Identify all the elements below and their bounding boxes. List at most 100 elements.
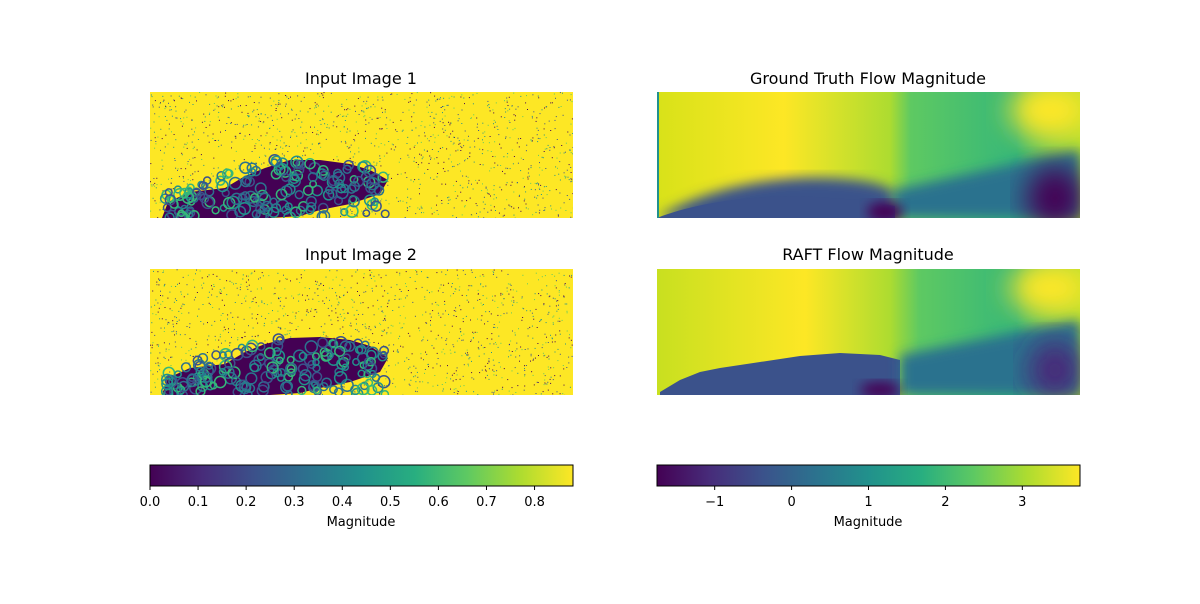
particle-ring [263, 206, 273, 217]
noise-speck [152, 342, 154, 344]
noise-speck [493, 112, 495, 114]
noise-speck [418, 178, 420, 180]
noise-speck [570, 181, 572, 183]
noise-speck [321, 93, 323, 95]
noise-speck [477, 123, 478, 125]
noise-speck [572, 133, 573, 134]
noise-speck [364, 323, 366, 325]
noise-speck [532, 374, 534, 376]
noise-speck [303, 96, 305, 98]
noise-speck [186, 326, 188, 327]
noise-speck [254, 145, 256, 147]
noise-speck [339, 113, 341, 115]
noise-speck [157, 371, 158, 373]
noise-speck [291, 119, 293, 121]
noise-speck [214, 108, 216, 110]
noise-speck [493, 374, 495, 376]
noise-speck [543, 355, 545, 357]
noise-speck [570, 172, 572, 173]
panel3-title: Input Image 2 [305, 245, 417, 264]
noise-speck [402, 346, 404, 348]
noise-speck [163, 356, 165, 358]
noise-speck [492, 369, 494, 371]
noise-speck [361, 105, 363, 107]
noise-speck [530, 355, 532, 357]
noise-speck [214, 140, 216, 141]
noise-speck [379, 155, 381, 157]
noise-speck [569, 334, 570, 336]
particle-ring [333, 371, 348, 385]
noise-speck [478, 348, 480, 350]
noise-speck [159, 318, 161, 320]
noise-speck [419, 153, 421, 155]
particle-ring [341, 363, 350, 371]
noise-speck [320, 283, 322, 285]
particle-ring [340, 378, 354, 392]
particle-ring [197, 180, 205, 189]
noise-speck [511, 300, 513, 302]
noise-speck [225, 130, 226, 131]
noise-speck [544, 375, 546, 377]
noise-speck [245, 281, 247, 283]
noise-speck [251, 139, 253, 140]
noise-speck [164, 307, 166, 308]
noise-speck [558, 304, 559, 306]
noise-speck [545, 186, 547, 187]
noise-speck [400, 298, 402, 300]
noise-speck [400, 345, 402, 347]
noise-speck [485, 187, 487, 189]
noise-speck [336, 298, 338, 300]
noise-speck [420, 141, 422, 143]
noise-speck [181, 293, 182, 295]
noise-speck [375, 138, 377, 140]
noise-speck [508, 96, 510, 98]
noise-speck [569, 99, 571, 101]
particle-ring [178, 390, 188, 395]
noise-speck [540, 184, 542, 186]
noise-speck [420, 125, 422, 127]
noise-speck [155, 362, 157, 364]
noise-speck [447, 197, 448, 199]
noise-speck [304, 270, 306, 272]
noise-speck [568, 337, 570, 339]
noise-speck [443, 131, 445, 133]
noise-speck [323, 110, 325, 112]
noise-speck [555, 116, 557, 118]
noise-speck [220, 314, 222, 316]
noise-speck [543, 128, 545, 130]
noise-speck [315, 283, 317, 285]
noise-speck [541, 319, 542, 321]
noise-speck [255, 163, 257, 165]
noise-speck [350, 209, 351, 211]
noise-speck [493, 123, 494, 125]
noise-speck [529, 310, 531, 312]
noise-speck [295, 312, 297, 314]
noise-speck [472, 337, 474, 339]
noise-speck [493, 326, 495, 328]
noise-speck [466, 349, 468, 351]
noise-speck [456, 374, 458, 376]
noise-speck [150, 181, 151, 183]
particle-ring [297, 385, 307, 395]
noise-speck [196, 149, 198, 151]
noise-speck [476, 126, 478, 128]
noise-speck [276, 139, 278, 141]
noise-speck [266, 342, 268, 344]
noise-speck [380, 324, 382, 326]
noise-speck [341, 106, 343, 107]
noise-speck [476, 182, 478, 184]
noise-speck [349, 130, 351, 132]
noise-speck [322, 119, 324, 121]
noise-speck [367, 380, 369, 382]
noise-speck [432, 385, 434, 387]
noise-speck [360, 302, 362, 304]
noise-speck [483, 275, 485, 277]
noise-speck [279, 300, 281, 302]
noise-speck [523, 186, 525, 188]
noise-speck [386, 152, 388, 154]
noise-speck [358, 331, 360, 333]
panel1-title: Input Image 1 [305, 69, 417, 88]
noise-speck [533, 384, 535, 386]
noise-speck [516, 290, 518, 292]
noise-speck [161, 375, 163, 377]
